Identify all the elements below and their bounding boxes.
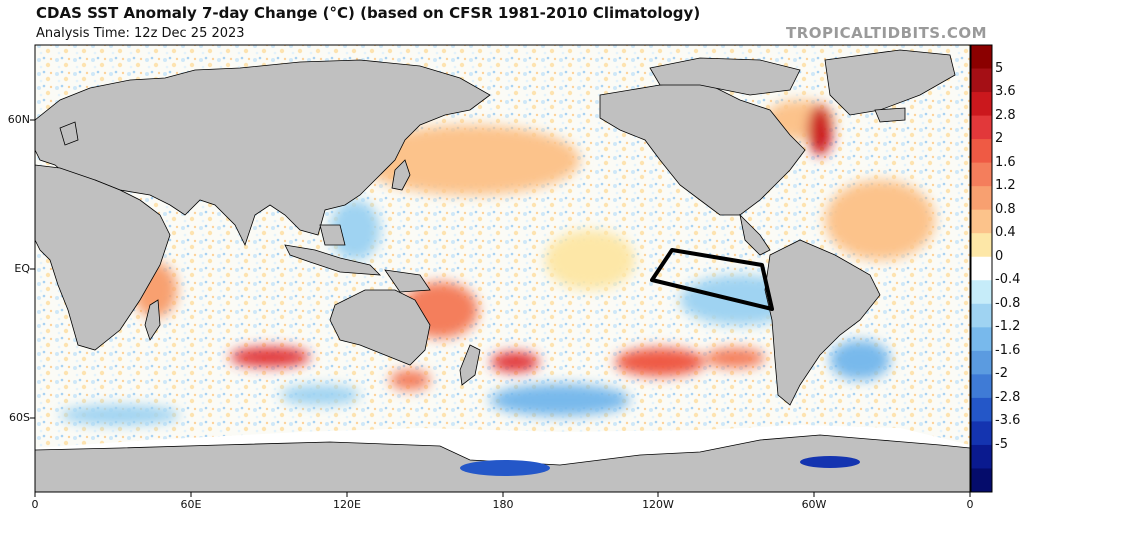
madagascar bbox=[144, 299, 161, 341]
colorbar-segment bbox=[971, 256, 992, 281]
colorbar-label: 0.8 bbox=[995, 201, 1016, 217]
nino-region-outline bbox=[650, 248, 774, 311]
lat-label-60n: 60N bbox=[7, 113, 30, 126]
colorbar-segment bbox=[971, 468, 992, 493]
lon-label-120e: 120E bbox=[333, 498, 361, 511]
africa bbox=[35, 164, 171, 351]
colorbar-segment bbox=[971, 350, 992, 375]
colorbar-label: -5 bbox=[995, 436, 1008, 452]
colorbar-label: 0.4 bbox=[995, 225, 1016, 241]
colorbar-label: 2.8 bbox=[995, 107, 1016, 123]
new-zealand bbox=[459, 344, 481, 386]
colorbar-segment bbox=[971, 139, 992, 164]
colorbar-label: -1.6 bbox=[995, 342, 1021, 358]
central-america bbox=[739, 213, 771, 256]
colorbar-label: -2 bbox=[995, 366, 1008, 382]
arctic-canada bbox=[649, 57, 801, 96]
europe-asia bbox=[35, 59, 491, 247]
colorbar-segment bbox=[971, 92, 992, 117]
colorbar-segment bbox=[971, 444, 992, 469]
colorbar-label: 2 bbox=[995, 131, 1004, 147]
colorbar-segment bbox=[971, 115, 992, 140]
colorbar-segment bbox=[971, 421, 992, 446]
indonesia bbox=[284, 244, 382, 276]
lon-label-0: 0 bbox=[31, 498, 39, 511]
colorbar-label: 3.6 bbox=[995, 84, 1016, 100]
colorbar-segment bbox=[971, 68, 992, 93]
analysis-time: Analysis Time: 12z Dec 25 2023 bbox=[36, 26, 245, 41]
iceland-uk bbox=[59, 107, 906, 146]
colorbar-label: 5 bbox=[995, 60, 1004, 76]
lat-label-60s: 60S bbox=[9, 411, 30, 424]
colorbar-segment bbox=[971, 186, 992, 211]
colorbar-label: -2.8 bbox=[995, 389, 1021, 405]
colorbar-segment bbox=[971, 374, 992, 399]
colorbar-segment bbox=[971, 280, 992, 305]
landmasses bbox=[35, 49, 956, 406]
site-credit: TROPICALTIDBITS.COM bbox=[786, 24, 987, 42]
colorbar-segment bbox=[971, 397, 992, 422]
axis-ticks bbox=[30, 119, 971, 497]
borneo-newguinea bbox=[319, 224, 431, 293]
weddell-sea-anomaly bbox=[800, 456, 860, 468]
chart-title: CDAS SST Anomaly 7-day Change (°C) (base… bbox=[36, 4, 701, 22]
colorbar-segment bbox=[971, 327, 992, 352]
australia bbox=[329, 289, 431, 366]
ross-sea-anomaly bbox=[460, 460, 550, 476]
colorbar-label: 1.6 bbox=[995, 154, 1016, 170]
south-america bbox=[764, 239, 881, 406]
colorbar-label: -1.2 bbox=[995, 319, 1021, 335]
lon-label-60e: 60E bbox=[180, 498, 202, 511]
colorbar-label: 1.2 bbox=[995, 178, 1016, 194]
colorbar-label: -0.8 bbox=[995, 295, 1021, 311]
colorbar-segment bbox=[971, 233, 992, 258]
colorbar-segment bbox=[971, 209, 992, 234]
north-america bbox=[599, 79, 806, 216]
colorbar-label: -3.6 bbox=[995, 413, 1021, 429]
colorbar-segment bbox=[971, 45, 992, 70]
lat-label-eq: EQ bbox=[14, 262, 30, 275]
greenland bbox=[824, 49, 956, 116]
japan bbox=[391, 159, 411, 191]
colorbar bbox=[970, 44, 993, 493]
colorbar-frame bbox=[970, 44, 993, 493]
colorbar-label: 0 bbox=[995, 248, 1004, 264]
lon-label-60w: 60W bbox=[801, 498, 827, 511]
colorbar-segment bbox=[971, 162, 992, 187]
lon-label-120w: 120W bbox=[642, 498, 674, 511]
colorbar-segment bbox=[971, 303, 992, 328]
colorbar-label: -0.4 bbox=[995, 272, 1021, 288]
lon-label-0-east: 0 bbox=[966, 498, 974, 511]
lon-label-180: 180 bbox=[492, 498, 514, 511]
map-field bbox=[35, 45, 970, 492]
